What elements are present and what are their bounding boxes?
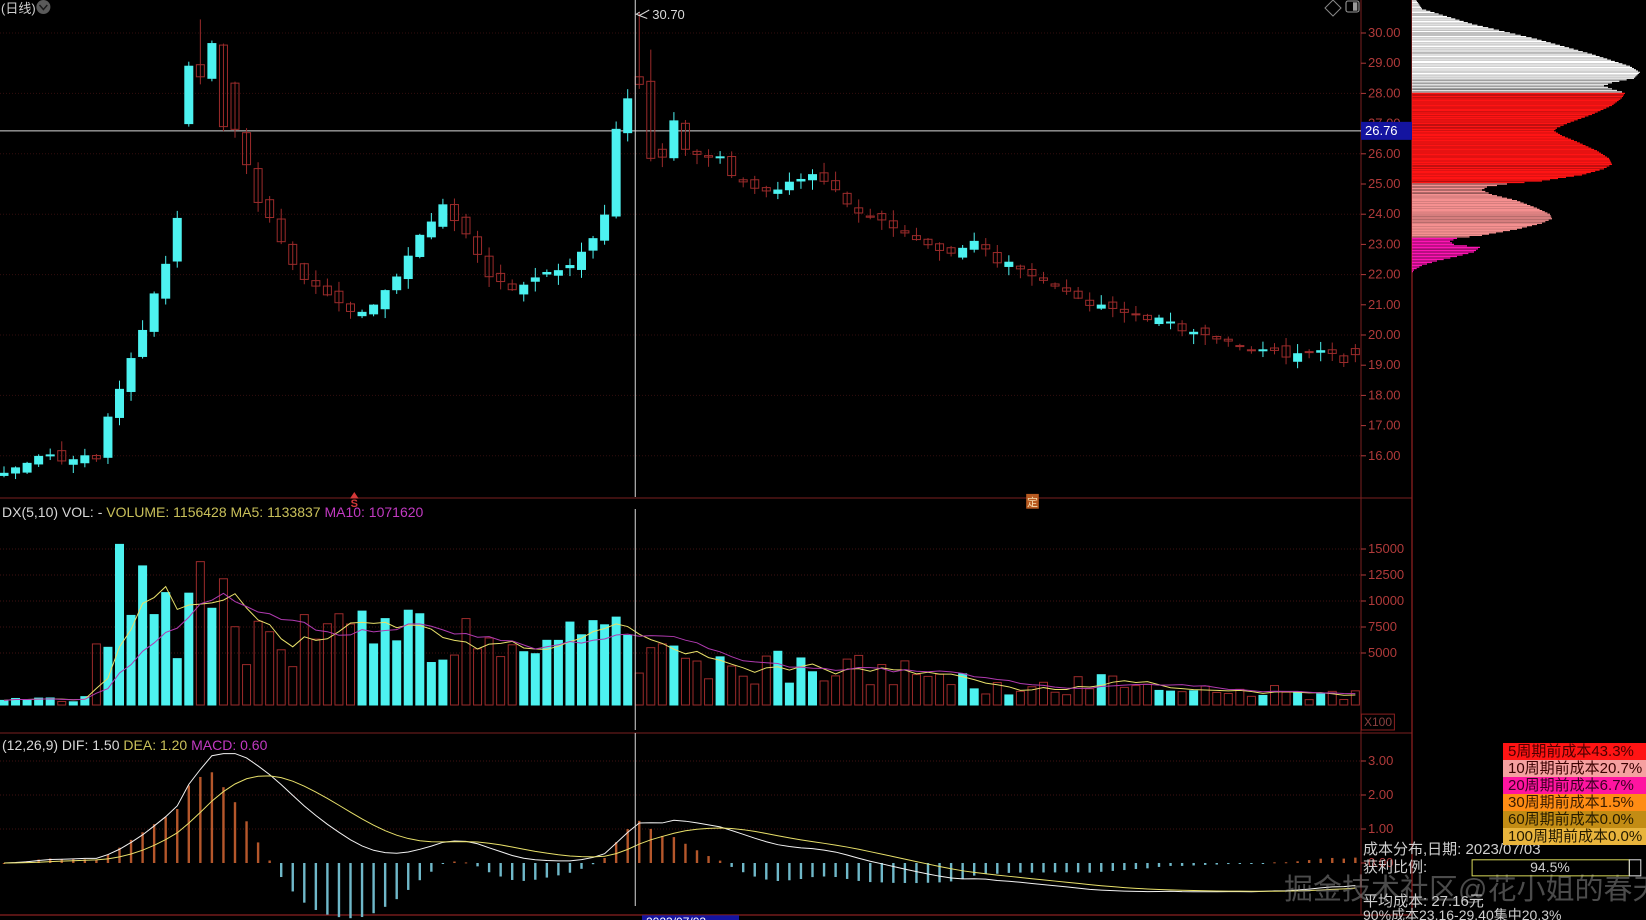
svg-text:10周期前成本20.7%: 10周期前成本20.7%	[1508, 760, 1642, 777]
svg-text:获利比例:: 获利比例:	[1363, 859, 1427, 876]
svg-text:90%成本23.16-29.40集中20.3%: 90%成本23.16-29.40集中20.3%	[1363, 907, 1561, 920]
svg-text:100周期前成本0.0%: 100周期前成本0.0%	[1508, 828, 1642, 845]
svg-text:30周期前成本1.5%: 30周期前成本1.5%	[1508, 794, 1634, 811]
svg-text:5周期前成本43.3%: 5周期前成本43.3%	[1508, 743, 1634, 760]
svg-text:94.5%: 94.5%	[1530, 859, 1570, 875]
svg-text:20周期前成本6.7%: 20周期前成本6.7%	[1508, 777, 1634, 794]
svg-text:60周期前成本0.0%: 60周期前成本0.0%	[1508, 811, 1634, 828]
